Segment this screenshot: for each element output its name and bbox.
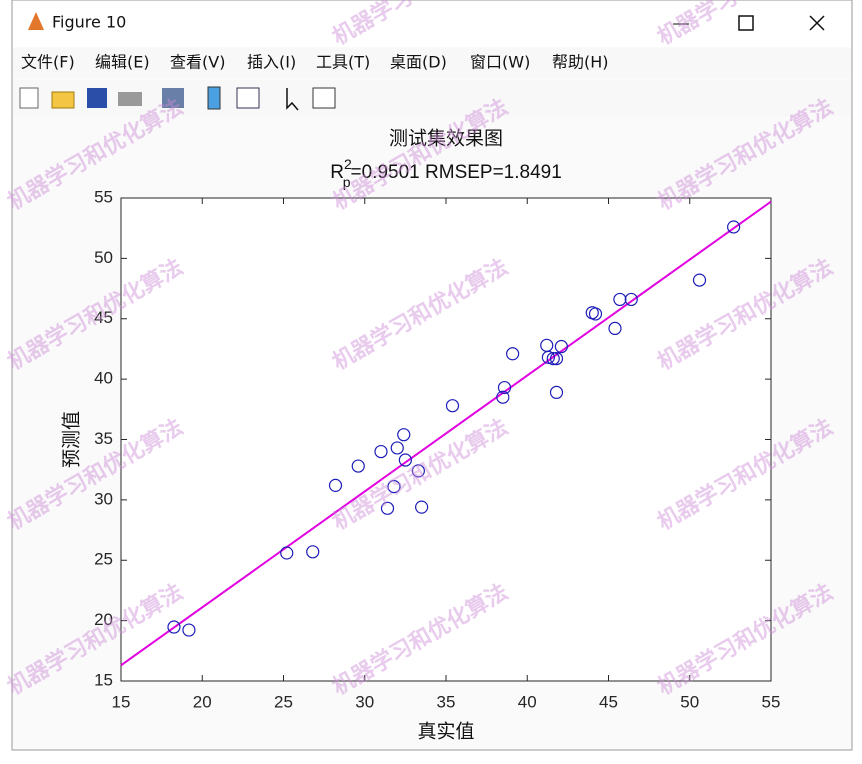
point xyxy=(624,292,638,307)
point xyxy=(546,351,560,366)
point xyxy=(549,385,564,400)
menu-item[interactable]: 桌面(D) xyxy=(390,53,447,72)
menu-item[interactable]: 工具(T) xyxy=(316,53,370,72)
x-tick-label: 30 xyxy=(355,692,374,711)
menu-item[interactable]: 文件(F) xyxy=(21,53,75,72)
y-tick-label: 35 xyxy=(94,429,113,448)
axes-box xyxy=(120,197,772,682)
y-tick-label: 15 xyxy=(94,670,113,689)
subtitle-sub: p xyxy=(343,174,351,190)
property-icon[interactable] xyxy=(312,87,336,109)
app-icon xyxy=(28,12,44,30)
point xyxy=(387,479,401,494)
menu-item[interactable]: 编辑(E) xyxy=(95,53,150,72)
point xyxy=(554,339,568,354)
point xyxy=(374,444,388,459)
subtitle-sup: 2 xyxy=(344,156,352,172)
save-icon[interactable] xyxy=(87,88,107,108)
x-tick-label: 45 xyxy=(599,692,618,711)
point xyxy=(588,307,603,321)
menu-item[interactable]: 窗口(W) xyxy=(470,53,530,72)
subtitle-r: R xyxy=(330,162,344,183)
plot: 测试集效果图 R2 p=0.9501 RMSEP=1.8491 真实值 预测值 15 20 2… xyxy=(61,128,781,743)
y-tick-label: 20 xyxy=(94,610,113,629)
pointer-icon[interactable] xyxy=(286,88,299,111)
new-icon[interactable] xyxy=(19,87,39,109)
maximize-button[interactable] xyxy=(738,15,754,31)
point xyxy=(328,478,343,492)
chart-title: 测试集效果图 xyxy=(389,128,503,150)
menu-bar xyxy=(13,48,851,78)
point xyxy=(167,620,181,634)
y-tick-label: 55 xyxy=(94,187,113,206)
point xyxy=(398,453,412,467)
y-tick-label: 25 xyxy=(94,550,113,569)
point xyxy=(506,347,520,361)
x-tick-label: 15 xyxy=(112,692,131,711)
x-tick-label: 25 xyxy=(274,692,293,711)
y-tick-label: 45 xyxy=(94,308,113,327)
point xyxy=(351,459,365,473)
title-bar xyxy=(13,1,851,47)
x-tick-label: 50 xyxy=(680,692,699,711)
subtitle-text: =0.9501 RMSEP=1.8491 xyxy=(351,162,562,183)
menu-item[interactable]: 插入(I) xyxy=(247,53,296,72)
x-tick-label: 35 xyxy=(437,692,456,711)
chart-subtitle: R2 p=0.9501 RMSEP=1.8491 xyxy=(330,156,562,190)
point xyxy=(397,428,411,442)
y-tick-label: 30 xyxy=(94,489,113,508)
x-tick-label: 40 xyxy=(518,692,537,711)
x-axis-label: 真实值 xyxy=(417,721,474,743)
point xyxy=(541,350,555,364)
point xyxy=(496,390,510,404)
point xyxy=(727,220,741,234)
point xyxy=(380,501,395,515)
menu-item[interactable]: 查看(V) xyxy=(170,53,225,72)
point xyxy=(445,399,460,413)
legend-icon[interactable] xyxy=(236,87,260,109)
fit-line xyxy=(120,200,772,667)
y-tick-label: 40 xyxy=(94,369,113,388)
open-icon[interactable] xyxy=(51,91,75,109)
point xyxy=(306,545,320,559)
point xyxy=(549,351,564,366)
print-icon[interactable] xyxy=(118,92,142,106)
window-title: Figure 10 xyxy=(52,13,126,32)
point xyxy=(613,292,627,307)
point xyxy=(411,464,425,478)
x-tick-label: 55 xyxy=(762,692,781,711)
point xyxy=(497,380,512,395)
menu-item[interactable]: 帮助(H) xyxy=(552,53,609,72)
close-button[interactable] xyxy=(809,15,825,31)
link-icon[interactable] xyxy=(162,88,184,108)
point xyxy=(692,273,707,287)
point xyxy=(390,441,404,455)
x-tick-label: 20 xyxy=(193,692,212,711)
point xyxy=(280,546,294,560)
toolbar-icons xyxy=(19,86,336,111)
point xyxy=(182,623,196,637)
y-tick-label: 50 xyxy=(94,248,113,267)
toolbar xyxy=(13,80,851,116)
colorbar-icon[interactable] xyxy=(207,86,221,110)
point xyxy=(608,321,622,336)
point xyxy=(415,500,429,514)
y-axis-label: 预测值 xyxy=(61,411,83,468)
